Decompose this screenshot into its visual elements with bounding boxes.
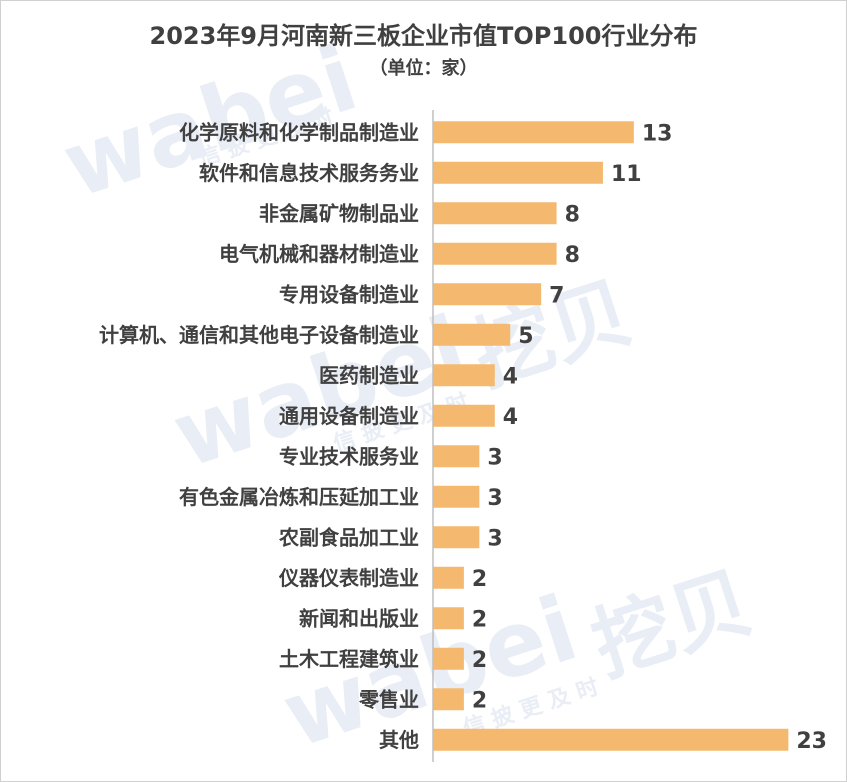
category-label: 计算机、通信和其他电子设备制造业 [99, 323, 419, 347]
data-label: 8 [565, 202, 580, 227]
data-label: 23 [796, 729, 827, 754]
data-label: 3 [487, 486, 502, 511]
bar [433, 485, 480, 508]
category-label: 化学原料和化学制品制造业 [179, 120, 419, 144]
category-label: 通用设备制造业 [279, 404, 419, 428]
data-label: 7 [549, 283, 564, 308]
category-label: 仪器仪表制造业 [278, 566, 419, 590]
data-label: 3 [487, 445, 502, 470]
bar [433, 566, 464, 589]
data-label: 3 [487, 526, 502, 551]
bar [433, 121, 634, 144]
data-label: 4 [503, 364, 518, 389]
data-label: 13 [642, 121, 673, 146]
data-label: 2 [472, 607, 487, 632]
category-label: 其他 [379, 728, 419, 752]
category-label: 医药制造业 [319, 363, 419, 387]
category-label: 零售业 [358, 687, 419, 711]
bar [433, 242, 557, 265]
bar [433, 526, 480, 549]
bar [433, 404, 495, 427]
bar [433, 161, 603, 184]
category-label: 专业技术服务业 [279, 444, 419, 468]
data-label: 2 [472, 688, 487, 713]
bar [433, 688, 464, 711]
bar [433, 364, 495, 387]
bar [433, 445, 480, 468]
bar [433, 607, 464, 630]
category-label: 有色金属冶炼和压延加工业 [179, 485, 419, 509]
category-label: 土木工程建筑业 [279, 647, 419, 671]
bar [433, 323, 511, 346]
category-label: 新闻和出版业 [299, 606, 419, 630]
data-label: 2 [472, 648, 487, 673]
bar [433, 647, 464, 670]
data-label: 8 [565, 243, 580, 268]
category-label: 非金属矿物制品业 [259, 201, 419, 225]
category-label: 软件和信息技术服务务业 [199, 161, 419, 185]
data-label: 11 [611, 162, 642, 187]
category-label: 农副食品加工业 [278, 525, 419, 549]
bar [433, 283, 542, 306]
data-label: 5 [518, 324, 533, 349]
data-label: 4 [503, 405, 518, 430]
chart-subtitle: （单位：家） [369, 58, 478, 79]
bar [433, 728, 789, 751]
chart-title: 2023年9月河南新三板企业市值TOP100行业分布 [149, 22, 698, 50]
category-label: 电气机械和器材制造业 [219, 242, 419, 266]
bar [433, 202, 557, 225]
category-label: 专用设备制造业 [279, 282, 419, 306]
data-label: 2 [472, 567, 487, 592]
